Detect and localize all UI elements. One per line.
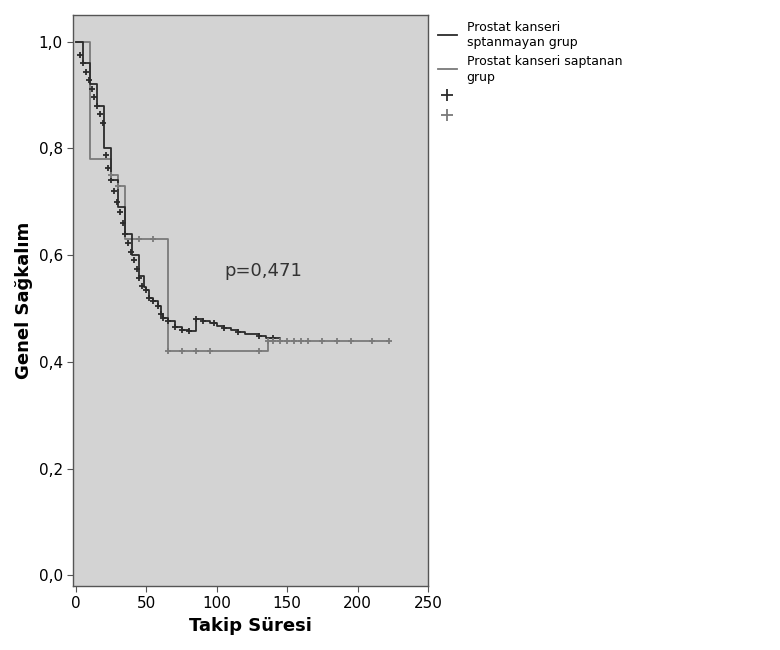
Text: p=0,471: p=0,471 xyxy=(224,263,302,281)
X-axis label: Takip Süresi: Takip Süresi xyxy=(190,617,312,635)
Y-axis label: Genel Sağkalım: Genel Sağkalım xyxy=(15,222,33,379)
Legend: Prostat kanseri
sptanmayan grup, Prostat kanseri saptanan
grup, , : Prostat kanseri sptanmayan grup, Prostat… xyxy=(438,21,622,124)
